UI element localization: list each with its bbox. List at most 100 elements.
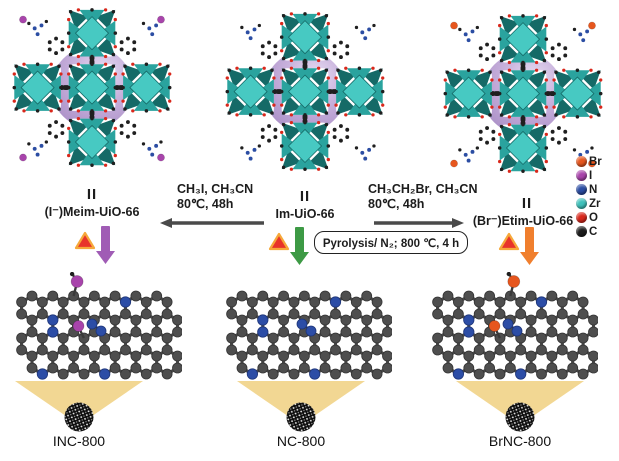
reaction-conditions-left: CH₃I, CH₃CN 80℃, 48h: [177, 182, 253, 212]
zr-cluster: [121, 62, 172, 113]
left-reaction-arrow: [160, 217, 266, 229]
zr-cluster: [279, 120, 331, 172]
arrow-pointing-left: [160, 218, 264, 228]
funnel-svg: [15, 381, 143, 432]
pyrolysis-arrow-middle: [268, 227, 314, 267]
legend-item-i: I: [576, 169, 602, 182]
counter-ion: [157, 153, 165, 162]
imidazole-group: [354, 144, 376, 161]
nanoparticle-sphere: [505, 402, 535, 432]
mof-svg: [12, 8, 172, 168]
temperature-line: 80℃, 48h: [368, 197, 425, 211]
zr-cluster: [66, 116, 118, 168]
equivalence-mark-right: II: [521, 195, 533, 212]
mof-etim-uio66-graphic: [428, 11, 618, 181]
legend-label: Zr: [589, 197, 601, 210]
product-label-nc800: NC-800: [276, 433, 326, 449]
funnel-svg: [237, 381, 365, 432]
zr-cluster: [66, 62, 118, 113]
down-arrow-head: [520, 252, 539, 265]
counter-ion: [157, 15, 165, 24]
mof-label-etim: (Br⁻)Etim-UiO-66: [472, 214, 574, 228]
mof-svg: [225, 12, 385, 172]
pyrolysis-arrow-right: [498, 227, 544, 267]
zr-cluster: [66, 8, 118, 59]
funnel-nanoparticle-right: [455, 380, 585, 438]
pyrolysis-condition-box: Pyrolysis/ N₂; 800 ℃, 4 h: [314, 231, 468, 254]
counter-ion: [450, 159, 458, 168]
linker-ring: [550, 126, 568, 145]
atoms: [226, 290, 392, 380]
graphene-svg: [16, 272, 182, 380]
equivalence-mark-left: II: [86, 186, 98, 203]
reaction-conditions-right: CH₃CH₂Br, CH₃CN 80℃, 48h: [368, 182, 477, 212]
legend-label: O: [589, 211, 598, 224]
temperature-line: 80℃, 48h: [177, 197, 234, 211]
graphene-svg: [226, 290, 392, 380]
down-arrow-head: [290, 252, 309, 265]
funnel-svg: [456, 381, 584, 432]
zr-cluster: [279, 66, 331, 117]
product-label-brnc800: BrNC-800: [488, 433, 552, 449]
pyrolysis-arrow-left: [74, 226, 120, 266]
zr-cluster: [279, 12, 331, 63]
legend-item-n: N: [576, 183, 602, 196]
nanoparticle-sphere: [286, 402, 316, 432]
linker-ring: [260, 40, 278, 60]
n-atom-icon: [576, 184, 587, 195]
carbon-sheet-nc800: [222, 272, 392, 382]
counter-ion: [19, 153, 27, 162]
mof-svg: [443, 14, 603, 174]
reagent-line: CH₃CH₂Br, CH₃CN: [368, 182, 478, 196]
mof-label-im: Im-UiO-66: [275, 207, 335, 221]
reagent-line: CH₃I, CH₃CN: [177, 182, 254, 196]
legend-item-o: O: [576, 211, 602, 224]
imidazole-group: [27, 140, 48, 157]
linker-ring: [478, 126, 496, 145]
down-arrow-head: [96, 251, 115, 264]
heat-triangle-icon: [498, 232, 520, 251]
legend-item-c: C: [576, 225, 602, 238]
zr-cluster: [443, 68, 494, 119]
linker-ring: [47, 36, 65, 56]
linker-ring: [260, 124, 278, 143]
legend-label: Br: [589, 155, 602, 168]
linker-ring: [47, 120, 65, 139]
heat-triangle-icon: [268, 232, 290, 251]
graphene-svg: [432, 272, 598, 380]
legend-label: I: [589, 169, 593, 182]
equivalence-mark-middle: II: [299, 188, 311, 205]
counter-ion: [588, 159, 596, 168]
legend-label: C: [589, 225, 598, 238]
carbon-sheet-brnc800: [428, 272, 598, 382]
linker-ring: [478, 42, 496, 62]
imidazole-group: [240, 144, 261, 161]
down-arrow-shaft: [101, 226, 110, 252]
i-atom-icon: [576, 170, 587, 181]
down-arrow-shaft: [525, 227, 534, 253]
arrow-pointing-right: [374, 218, 464, 228]
counter-ion: [19, 15, 27, 24]
linker-ring: [332, 124, 350, 143]
zr-cluster: [334, 66, 385, 117]
zr-cluster: [552, 68, 603, 119]
c-atom-icon: [576, 226, 587, 237]
funnel-nanoparticle-middle: [236, 380, 366, 438]
heat-triangle-icon: [74, 231, 96, 250]
linker-ring: [119, 120, 137, 139]
counter-ion: [588, 21, 596, 30]
mof-im-uio66-graphic: [210, 9, 400, 179]
down-arrow-shaft: [295, 227, 304, 253]
imidazole-group: [458, 25, 479, 43]
zr-cluster: [12, 62, 63, 113]
atom-legend: Br I N Zr O C: [576, 155, 602, 238]
mof-label-meim: (I⁻)Meim-UiO-66: [44, 205, 140, 219]
imidazole-group: [27, 19, 48, 37]
funnel-nanoparticle-left: [14, 380, 144, 438]
o-atom-icon: [576, 212, 587, 223]
br-atom-icon: [576, 156, 587, 167]
zr-cluster: [497, 14, 549, 65]
imidazole-group: [240, 23, 261, 41]
imidazole-group: [572, 25, 594, 43]
